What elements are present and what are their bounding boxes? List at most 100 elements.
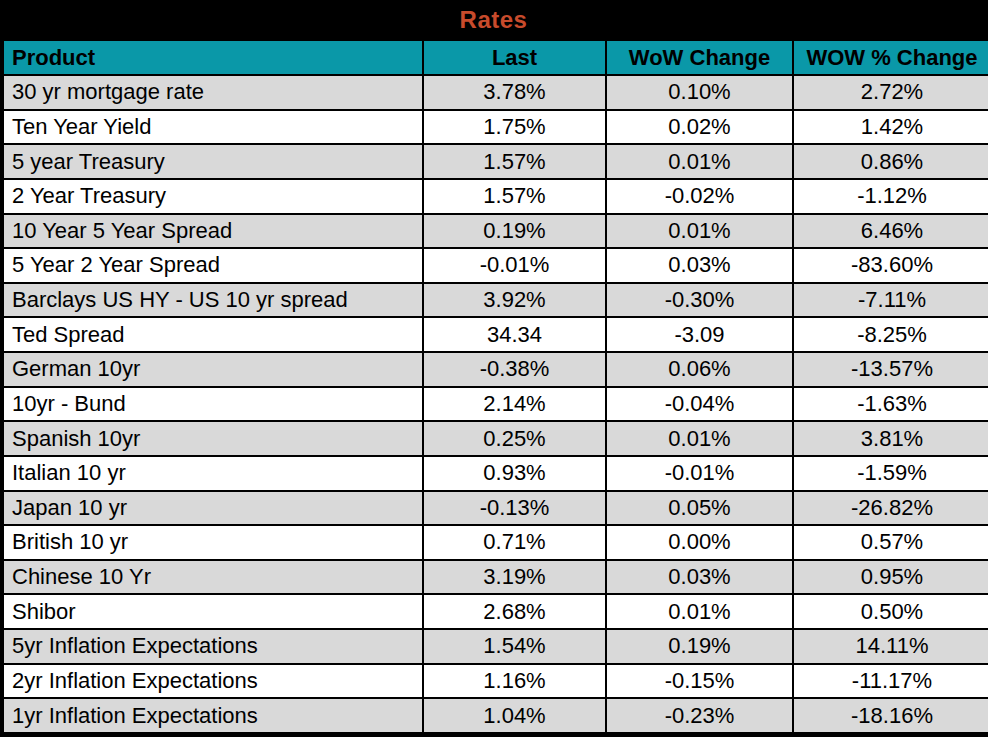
cell-product: 5 year Treasury [3, 144, 423, 179]
table-row: Spanish 10yr0.25%0.01%3.81% [3, 421, 988, 456]
cell-wow-change: 0.05% [606, 491, 793, 526]
cell-wow-change: 0.00% [606, 525, 793, 560]
cell-product: 10yr - Bund [3, 387, 423, 422]
cell-product: German 10yr [3, 352, 423, 387]
table-row: 30 yr mortgage rate3.78%0.10%2.72% [3, 75, 988, 110]
cell-wow-pct-change: 0.95% [793, 560, 988, 595]
cell-wow-pct-change: 0.86% [793, 144, 988, 179]
cell-last: 2.68% [423, 594, 606, 629]
cell-wow-pct-change: -83.60% [793, 248, 988, 283]
cell-product: Italian 10 yr [3, 456, 423, 491]
cell-wow-change: 0.10% [606, 75, 793, 110]
cell-last: 1.75% [423, 110, 606, 145]
table-row: 5yr Inflation Expectations1.54%0.19%14.1… [3, 629, 988, 664]
cell-wow-change: 0.01% [606, 144, 793, 179]
cell-wow-pct-change: -1.59% [793, 456, 988, 491]
cell-wow-pct-change: -1.63% [793, 387, 988, 422]
cell-product: 1yr Inflation Expectations [3, 698, 423, 733]
cell-last: 0.71% [423, 525, 606, 560]
cell-wow-change: 0.06% [606, 352, 793, 387]
cell-wow-change: 0.01% [606, 594, 793, 629]
cell-wow-change: 0.03% [606, 248, 793, 283]
table-row: 10 Year 5 Year Spread0.19%0.01%6.46% [3, 214, 988, 249]
table-row: Italian 10 yr0.93%-0.01%-1.59% [3, 456, 988, 491]
table-row: 2yr Inflation Expectations1.16%-0.15%-11… [3, 664, 988, 699]
table-row: 5 year Treasury1.57%0.01%0.86% [3, 144, 988, 179]
cell-wow-pct-change: 2.72% [793, 75, 988, 110]
cell-last: -0.38% [423, 352, 606, 387]
cell-product: 5 Year 2 Year Spread [3, 248, 423, 283]
cell-wow-change: 0.01% [606, 214, 793, 249]
cell-product: 5yr Inflation Expectations [3, 629, 423, 664]
cell-wow-pct-change: 1.42% [793, 110, 988, 145]
cell-product: British 10 yr [3, 525, 423, 560]
table-row: 1yr Inflation Expectations1.04%-0.23%-18… [3, 698, 988, 733]
cell-product: Ted Spread [3, 317, 423, 352]
cell-product: 10 Year 5 Year Spread [3, 214, 423, 249]
cell-product: Japan 10 yr [3, 491, 423, 526]
rates-table-widget: Rates Product Last WoW Change WOW % Chan… [0, 0, 988, 737]
cell-last: 0.19% [423, 214, 606, 249]
cell-last: 2.14% [423, 387, 606, 422]
cell-product: Shibor [3, 594, 423, 629]
cell-wow-change: 0.01% [606, 421, 793, 456]
cell-last: 3.92% [423, 283, 606, 318]
cell-wow-pct-change: -26.82% [793, 491, 988, 526]
table-row: 10yr - Bund2.14%-0.04%-1.63% [3, 387, 988, 422]
cell-wow-change: -3.09 [606, 317, 793, 352]
table-row: Shibor2.68%0.01%0.50% [3, 594, 988, 629]
cell-last: 3.78% [423, 75, 606, 110]
cell-wow-pct-change: -11.17% [793, 664, 988, 699]
table-row: Ten Year Yield1.75%0.02%1.42% [3, 110, 988, 145]
cell-product: Spanish 10yr [3, 421, 423, 456]
cell-wow-change: 0.19% [606, 629, 793, 664]
table-row: Chinese 10 Yr3.19%0.03%0.95% [3, 560, 988, 595]
cell-wow-change: -0.02% [606, 179, 793, 214]
header-row: Product Last WoW Change WOW % Change [3, 40, 988, 75]
cell-last: 0.93% [423, 456, 606, 491]
cell-wow-pct-change: -8.25% [793, 317, 988, 352]
rates-table: Product Last WoW Change WOW % Change 30 … [2, 39, 988, 734]
column-header-wow-change: WoW Change [606, 40, 793, 75]
cell-wow-change: 0.02% [606, 110, 793, 145]
table-row: 2 Year Treasury1.57%-0.02%-1.12% [3, 179, 988, 214]
cell-wow-pct-change: 0.50% [793, 594, 988, 629]
cell-product: Ten Year Yield [3, 110, 423, 145]
cell-last: 1.04% [423, 698, 606, 733]
cell-last: 1.54% [423, 629, 606, 664]
cell-last: 3.19% [423, 560, 606, 595]
cell-product: 30 yr mortgage rate [3, 75, 423, 110]
cell-wow-pct-change: 3.81% [793, 421, 988, 456]
cell-wow-change: -0.15% [606, 664, 793, 699]
cell-product: 2yr Inflation Expectations [3, 664, 423, 699]
cell-last: 34.34 [423, 317, 606, 352]
cell-wow-pct-change: -13.57% [793, 352, 988, 387]
column-header-wow-pct-change: WOW % Change [793, 40, 988, 75]
table-row: German 10yr-0.38%0.06%-13.57% [3, 352, 988, 387]
column-header-last: Last [423, 40, 606, 75]
column-header-product: Product [3, 40, 423, 75]
cell-wow-pct-change: 14.11% [793, 629, 988, 664]
cell-wow-change: -0.04% [606, 387, 793, 422]
cell-wow-pct-change: -18.16% [793, 698, 988, 733]
cell-last: -0.13% [423, 491, 606, 526]
cell-product: Barclays US HY - US 10 yr spread [3, 283, 423, 318]
table-row: 5 Year 2 Year Spread-0.01%0.03%-83.60% [3, 248, 988, 283]
cell-last: 1.57% [423, 179, 606, 214]
table-title: Rates [2, 0, 985, 39]
cell-wow-pct-change: 6.46% [793, 214, 988, 249]
cell-wow-change: -0.23% [606, 698, 793, 733]
cell-wow-change: -0.01% [606, 456, 793, 491]
cell-wow-change: 0.03% [606, 560, 793, 595]
cell-wow-pct-change: 0.57% [793, 525, 988, 560]
cell-wow-pct-change: -7.11% [793, 283, 988, 318]
cell-wow-change: -0.30% [606, 283, 793, 318]
table-row: Japan 10 yr-0.13%0.05%-26.82% [3, 491, 988, 526]
cell-product: Chinese 10 Yr [3, 560, 423, 595]
cell-wow-pct-change: -1.12% [793, 179, 988, 214]
cell-last: -0.01% [423, 248, 606, 283]
table-row: Ted Spread34.34-3.09-8.25% [3, 317, 988, 352]
table-row: British 10 yr0.71%0.00%0.57% [3, 525, 988, 560]
table-row: Barclays US HY - US 10 yr spread3.92%-0.… [3, 283, 988, 318]
cell-last: 1.16% [423, 664, 606, 699]
